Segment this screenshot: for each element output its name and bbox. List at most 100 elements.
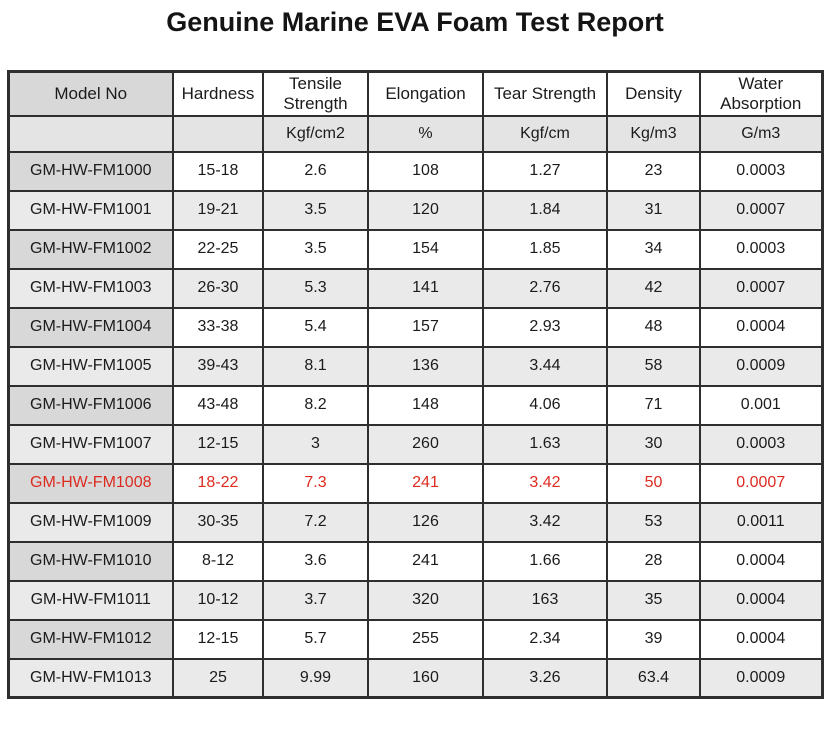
cell-value: 3.26 [482,657,608,699]
table-row: GM-HW-FM1011 10-12 3.7 320 163 35 0.0004 [7,579,823,621]
cell-value: 63.4 [606,657,701,699]
cell-value: 30 [606,423,701,465]
table-row: GM-HW-FM1010 8-12 3.6 241 1.66 28 0.0004 [7,540,823,582]
unit-tensile-strength: Kgf/cm2 [262,114,369,153]
cell-value: 0.001 [699,384,823,426]
cell-value: 5.4 [262,306,369,348]
cell-value: 0.0004 [699,540,823,582]
cell-value: 3.44 [482,345,608,387]
col-header-water-absorption: Water Absorption [699,70,823,117]
cell-value: 25 [172,657,264,699]
table-row: GM-HW-FM1006 43-48 8.2 148 4.06 71 0.001 [7,384,823,426]
report-page: Genuine Marine EVA Foam Test Report Mode… [0,7,830,699]
table-row: GM-HW-FM1003 26-30 5.3 141 2.76 42 0.0007 [7,267,823,309]
table-header: Model No Hardness Tensile Strength Elong… [7,70,823,153]
cell-value: 0.0004 [699,579,823,621]
cell-value: 5.7 [262,618,369,660]
table-row: GM-HW-FM1002 22-25 3.5 154 1.85 34 0.0003 [7,228,823,270]
col-header-tear-strength: Tear Strength [482,70,608,117]
cell-value: 33-38 [172,306,264,348]
cell-value: 7.2 [262,501,369,543]
header-row: Model No Hardness Tensile Strength Elong… [7,70,823,117]
table-row-highlighted: GM-HW-FM1008 18-22 7.3 241 3.42 50 0.0007 [7,462,823,504]
table-body: GM-HW-FM1000 15-18 2.6 108 1.27 23 0.0003 GM-HW… [7,150,823,699]
cell-value: 42 [606,267,701,309]
cell-value: 15-18 [172,150,264,192]
cell-value: 5.3 [262,267,369,309]
cell-value: 22-25 [172,228,264,270]
cell-value: 4.06 [482,384,608,426]
cell-value: 0.0007 [699,189,823,231]
table-row: GM-HW-FM1000 15-18 2.6 108 1.27 23 0.0003 [7,150,823,192]
table-row: GM-HW-FM1009 30-35 7.2 126 3.42 53 0.0011 [7,501,823,543]
cell-value: 3.5 [262,189,369,231]
cell-value: 18-22 [172,462,264,504]
cell-value: 0.0003 [699,150,823,192]
cell-value: 3.42 [482,501,608,543]
cell-model-no: GM-HW-FM1013 [7,657,174,699]
cell-model-no: GM-HW-FM1000 [7,150,174,192]
cell-value: 0.0004 [699,618,823,660]
unit-water-absorption: G/m3 [699,114,823,153]
cell-value: 2.76 [482,267,608,309]
cell-value: 23 [606,150,701,192]
cell-model-no: GM-HW-FM1008 [7,462,174,504]
cell-value: 0.0003 [699,423,823,465]
table-row: GM-HW-FM1005 39-43 8.1 136 3.44 58 0.0009 [7,345,823,387]
cell-model-no: GM-HW-FM1009 [7,501,174,543]
cell-value: 7.3 [262,462,369,504]
table-row: GM-HW-FM1001 19-21 3.5 120 1.84 31 0.0007 [7,189,823,231]
col-header-tensile-strength: Tensile Strength [262,70,369,117]
cell-value: 12-15 [172,618,264,660]
cell-value: 3.7 [262,579,369,621]
unit-elongation: % [367,114,484,153]
cell-value: 9.99 [262,657,369,699]
cell-value: 3.42 [482,462,608,504]
cell-value: 148 [367,384,484,426]
cell-value: 50 [606,462,701,504]
cell-value: 126 [367,501,484,543]
cell-value: 0.0009 [699,345,823,387]
cell-value: 8.1 [262,345,369,387]
cell-value: 1.85 [482,228,608,270]
cell-value: 241 [367,540,484,582]
cell-value: 0.0011 [699,501,823,543]
cell-value: 26-30 [172,267,264,309]
cell-value: 39-43 [172,345,264,387]
col-header-elongation: Elongation [367,70,484,117]
table-row: GM-HW-FM1004 33-38 5.4 157 2.93 48 0.0004 [7,306,823,348]
cell-model-no: GM-HW-FM1002 [7,228,174,270]
cell-value: 0.0004 [699,306,823,348]
cell-value: 136 [367,345,484,387]
cell-model-no: GM-HW-FM1006 [7,384,174,426]
unit-hardness [172,114,264,153]
cell-value: 1.66 [482,540,608,582]
cell-model-no: GM-HW-FM1012 [7,618,174,660]
cell-value: 120 [367,189,484,231]
cell-value: 3 [262,423,369,465]
cell-value: 28 [606,540,701,582]
unit-model-no [7,114,174,153]
cell-value: 154 [367,228,484,270]
cell-value: 31 [606,189,701,231]
cell-value: 141 [367,267,484,309]
cell-value: 39 [606,618,701,660]
cell-value: 19-21 [172,189,264,231]
cell-value: 71 [606,384,701,426]
cell-value: 34 [606,228,701,270]
cell-value: 157 [367,306,484,348]
col-header-hardness: Hardness [172,70,264,117]
cell-value: 0.0009 [699,657,823,699]
cell-model-no: GM-HW-FM1011 [7,579,174,621]
cell-model-no: GM-HW-FM1004 [7,306,174,348]
cell-value: 12-15 [172,423,264,465]
units-row: Kgf/cm2 % Kgf/cm Kg/m3 G/m3 [7,114,823,153]
col-header-model-no: Model No [7,70,174,117]
cell-value: 2.93 [482,306,608,348]
cell-value: 48 [606,306,701,348]
cell-model-no: GM-HW-FM1010 [7,540,174,582]
cell-value: 0.0003 [699,228,823,270]
cell-value: 8.2 [262,384,369,426]
cell-value: 0.0007 [699,267,823,309]
unit-tear-strength: Kgf/cm [482,114,608,153]
